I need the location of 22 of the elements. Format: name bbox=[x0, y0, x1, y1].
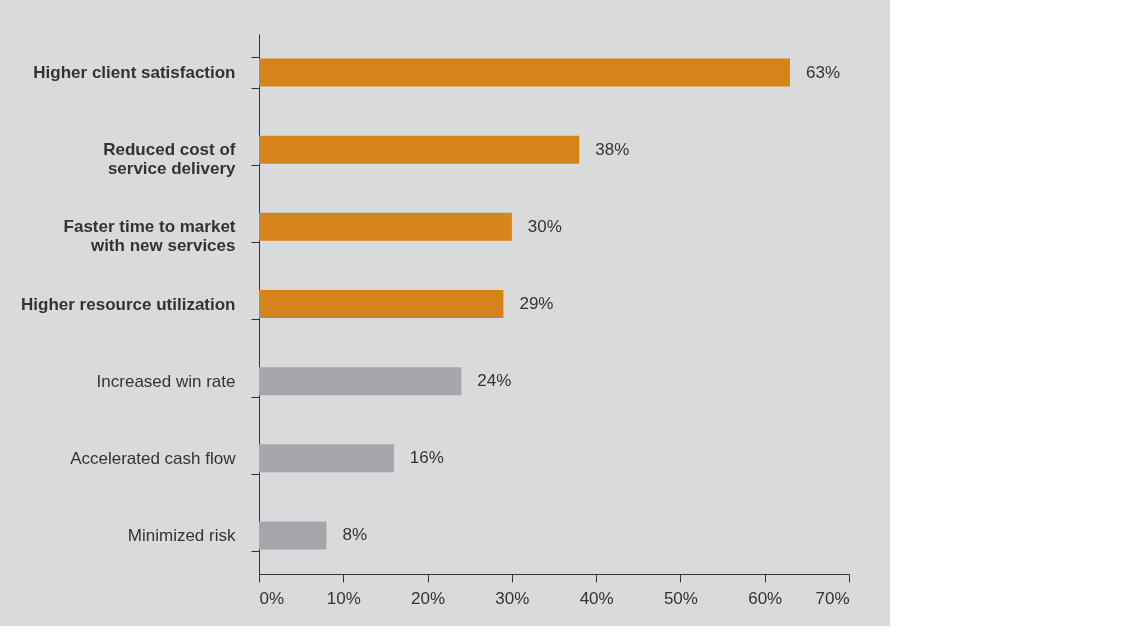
data-label: 63% bbox=[806, 62, 841, 82]
y-tick-label: Higher resource utilization bbox=[21, 294, 236, 314]
x-tick-label: 20% bbox=[411, 588, 446, 608]
data-label: 38% bbox=[595, 139, 630, 159]
data-label: 29% bbox=[519, 294, 554, 313]
y-tick-label: Accelerated cash flow bbox=[70, 448, 237, 468]
y-tick-label: Faster time to market with new services bbox=[63, 217, 236, 256]
x-tick-label: 40% bbox=[579, 588, 614, 608]
x-tick-label: 50% bbox=[663, 588, 698, 608]
data-label: 8% bbox=[342, 525, 368, 545]
y-tick-label: Higher client satisfaction bbox=[33, 63, 236, 83]
x-tick-label: 10% bbox=[326, 588, 361, 608]
data-label: 16% bbox=[409, 448, 444, 468]
x-tick-label: 0% bbox=[259, 588, 285, 608]
y-tick-label: Reduced cost of service delivery bbox=[103, 140, 237, 179]
data-label: 30% bbox=[527, 216, 562, 236]
x-tick-label: 60% bbox=[748, 588, 783, 608]
y-tick-label: Minimized risk bbox=[127, 525, 236, 545]
x-tick-label: 70% bbox=[815, 588, 850, 608]
x-tick-label: 30% bbox=[495, 588, 530, 608]
data-label: 24% bbox=[477, 371, 512, 391]
y-tick-label: Increased win rate bbox=[96, 371, 236, 391]
